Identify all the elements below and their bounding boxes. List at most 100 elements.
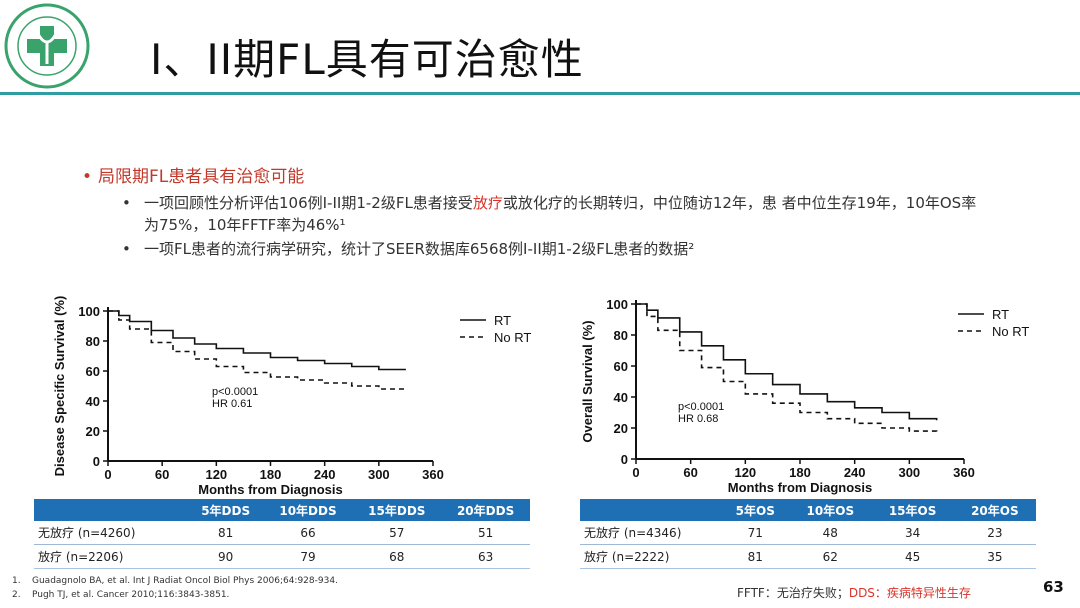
- y-tick-label: 0: [93, 454, 100, 469]
- table-header-cell: 10年DDS: [263, 499, 353, 521]
- bullet-dot-icon: •: [122, 240, 131, 258]
- row-label: 放疗 (n=2206): [34, 544, 188, 569]
- sub-bullet-1: • 一项回顾性分析评估106例I-II期1-2级FL患者接受放疗或放化疗的长期转…: [122, 192, 984, 236]
- y-tick-label: 40: [614, 390, 628, 405]
- chart-annotation: HR 0.61: [212, 398, 252, 410]
- x-tick-label: 360: [422, 467, 444, 482]
- series-line-rt: [108, 310, 406, 371]
- slide-title: I、II期FL具有可治愈性: [150, 35, 584, 84]
- dds-table: 5年DDS 10年DDS 15年DDS 20年DDS 无放疗 (n=4260) 81 66 5…: [34, 499, 530, 569]
- y-tick-label: 40: [86, 394, 100, 409]
- table-header-cell: 20年DDS: [441, 499, 530, 521]
- x-tick-label: 60: [155, 467, 169, 482]
- y-tick-label: 20: [86, 424, 100, 439]
- references: 1. Guadagnolo BA, et al. Int J Radiat Onc…: [12, 574, 338, 602]
- x-tick-label: 0: [632, 465, 639, 480]
- table-row: 无放疗 (n=4260) 81 66 57 51: [34, 521, 530, 545]
- series-line-no-rt: [636, 303, 938, 433]
- table-cell: 35: [953, 544, 1036, 569]
- row-label: 无放疗 (n=4260): [34, 521, 188, 545]
- y-tick-label: 20: [614, 421, 628, 436]
- table-row: 无放疗 (n=4346) 71 48 34 23: [580, 521, 1036, 545]
- table-cell: 90: [187, 544, 264, 569]
- table-cell: 81: [721, 544, 790, 569]
- table-cell: 71: [721, 521, 790, 545]
- table-header-cell: 5年DDS: [187, 499, 264, 521]
- y-tick-label: 0: [621, 452, 628, 467]
- y-axis-label: Overall Survival (%): [580, 320, 595, 442]
- x-tick-label: 0: [104, 467, 111, 482]
- x-tick-label: 240: [314, 467, 336, 482]
- sub1-text-red: 放疗: [472, 194, 503, 212]
- x-tick-label: 120: [205, 467, 227, 482]
- table-header-cell: 20年OS: [953, 499, 1036, 521]
- abbreviation-note: FFTF：无治疗失败；DDS：疾病特异性生存: [737, 586, 971, 600]
- table-header-cell: [580, 499, 722, 521]
- table-cell: 66: [263, 521, 353, 545]
- os-chart: 0 20 40 60 80 100 0 60 120 180 240 300 360 Months fro…: [580, 297, 1029, 495]
- chart-annotation: p<0.0001: [678, 401, 724, 413]
- x-tick-label: 120: [734, 465, 756, 480]
- table-header-row: 5年OS 10年OS 15年OS 20年OS: [580, 499, 1036, 521]
- y-tick-label: 80: [86, 334, 100, 349]
- series-line-no-rt: [108, 310, 406, 390]
- main-bullet-text: 局限期FL患者具有治愈可能: [98, 167, 305, 187]
- table-cell: 81: [187, 521, 264, 545]
- hospital-logo: [4, 3, 90, 89]
- chart-annotation: HR 0.68: [678, 413, 718, 425]
- x-axis-label: Months from Diagnosis: [728, 480, 872, 495]
- row-label: 放疗 (n=2222): [580, 544, 722, 569]
- table-cell: 68: [352, 544, 442, 569]
- sub1-text-post: 或放化疗的长期转归，中位随访12年，患 者中位生存19年，10年OS率为75%，…: [144, 194, 977, 234]
- x-tick-label: 60: [683, 465, 697, 480]
- table-cell: 79: [263, 544, 353, 569]
- table-cell: 48: [789, 521, 872, 545]
- chart-annotation: p<0.0001: [212, 386, 258, 398]
- table-row: 放疗 (n=2222) 81 62 45 35: [580, 544, 1036, 569]
- table-header-cell: 5年OS: [721, 499, 790, 521]
- page-number: 63: [1043, 578, 1064, 596]
- y-tick-label: 100: [606, 297, 628, 312]
- table-cell: 45: [871, 544, 954, 569]
- table-cell: 62: [789, 544, 872, 569]
- bullet-dot-icon: •: [122, 194, 131, 212]
- row-label: 无放疗 (n=4346): [580, 521, 722, 545]
- main-bullet: • 局限期FL患者具有治愈可能: [82, 162, 304, 187]
- legend-label: No RT: [992, 324, 1029, 339]
- x-tick-label: 360: [953, 465, 975, 480]
- table-header-cell: [34, 499, 188, 521]
- os-table: 5年OS 10年OS 15年OS 20年OS 无放疗 (n=4346) 71 48 34 23 放…: [580, 499, 1036, 569]
- legend-label: No RT: [494, 330, 531, 345]
- reference-1: 1. Guadagnolo BA, et al. Int J Radiat Onc…: [12, 576, 338, 586]
- dss-chart: 0 20 40 60 80 100 0 60 120 180 240 300 360 Months fro…: [52, 296, 531, 497]
- table-row: 放疗 (n=2206) 90 79 68 63: [34, 544, 530, 569]
- x-tick-label: 240: [844, 465, 866, 480]
- table-cell: 57: [352, 521, 442, 545]
- x-tick-label: 180: [260, 467, 282, 482]
- y-tick-label: 80: [614, 328, 628, 343]
- y-axis-label: Disease Specific Survival (%): [52, 296, 67, 477]
- legend-label: RT: [494, 313, 511, 328]
- x-axis-label: Months from Diagnosis: [198, 482, 342, 497]
- legend-label: RT: [992, 307, 1009, 322]
- y-tick-label: 100: [78, 304, 100, 319]
- y-tick-label: 60: [614, 359, 628, 374]
- x-tick-label: 300: [898, 465, 920, 480]
- table-cell: 51: [441, 521, 530, 545]
- table-cell: 63: [441, 544, 530, 569]
- table-cell: 23: [953, 521, 1036, 545]
- bullet-dot-icon: •: [82, 167, 93, 187]
- table-cell: 34: [871, 521, 954, 545]
- header-divider: [0, 92, 1080, 95]
- table-header-cell: 15年DDS: [352, 499, 442, 521]
- y-tick-label: 60: [86, 364, 100, 379]
- sub1-text-pre: 一项回顾性分析评估106例I-II期1-2级FL患者接受: [144, 194, 473, 212]
- x-tick-label: 300: [368, 467, 390, 482]
- table-header-cell: 10年OS: [789, 499, 872, 521]
- table-header-cell: 15年OS: [871, 499, 954, 521]
- reference-2: 2. Pugh TJ, et al. Cancer 2010;116:3843-3…: [12, 590, 230, 600]
- series-line-rt: [636, 303, 938, 421]
- sub2-text: 一项FL患者的流行病学研究，统计了SEER数据库6568例I-II期1-2级FL…: [144, 240, 695, 258]
- x-tick-label: 180: [789, 465, 811, 480]
- table-header-row: 5年DDS 10年DDS 15年DDS 20年DDS: [34, 499, 530, 521]
